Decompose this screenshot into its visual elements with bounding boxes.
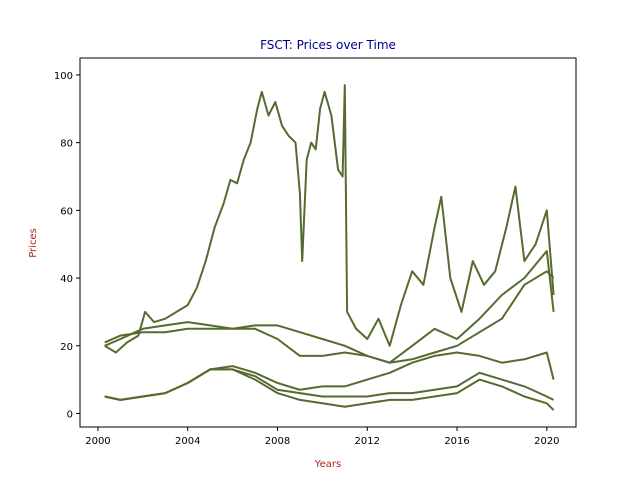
x-tick-label: 2016 bbox=[444, 436, 469, 447]
x-tick-label: 2004 bbox=[175, 436, 200, 447]
series-line-2 bbox=[104, 270, 555, 364]
y-tick-label: 20 bbox=[60, 342, 73, 353]
x-tick-label: 2012 bbox=[355, 436, 380, 447]
x-tick-label: 2020 bbox=[534, 436, 559, 447]
y-tick-label: 100 bbox=[54, 71, 73, 82]
x-tick-label: 2008 bbox=[265, 436, 290, 447]
series-line-1 bbox=[104, 84, 555, 354]
x-tick-label: 2000 bbox=[85, 436, 110, 447]
chart-title: FSCT: Prices over Time bbox=[260, 38, 396, 52]
y-tick-label: 80 bbox=[60, 139, 73, 150]
x-axis-label: Years bbox=[314, 459, 341, 470]
y-tick-label: 60 bbox=[60, 206, 73, 217]
series-layer bbox=[104, 84, 555, 411]
y-axis-label: Prices bbox=[28, 228, 39, 258]
series-line-3 bbox=[104, 250, 555, 364]
x-axis-ticks: 2000 2004 2008 2012 2016 2020 bbox=[85, 427, 560, 447]
y-tick-label: 40 bbox=[60, 274, 73, 285]
series-line-6 bbox=[104, 368, 555, 411]
y-tick-label: 0 bbox=[67, 409, 73, 420]
plot-frame bbox=[79, 57, 577, 428]
y-axis-ticks: 0 20 40 60 80 100 bbox=[54, 71, 80, 420]
